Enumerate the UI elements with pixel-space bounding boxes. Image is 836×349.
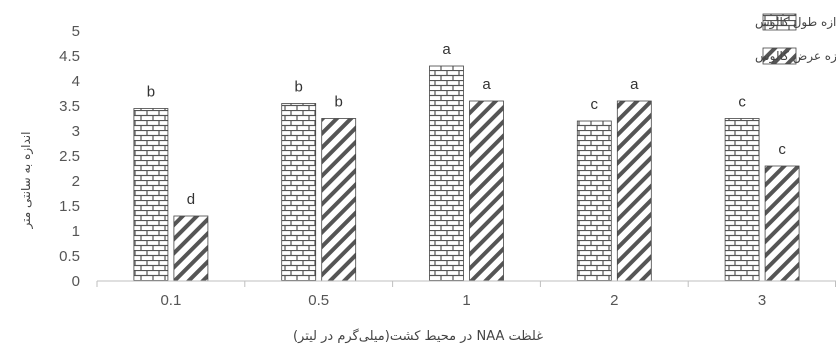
bar-length-3 <box>576 120 612 282</box>
y-tick-label-3: 1.5 <box>59 198 80 215</box>
y-tick-label-5: 2.5 <box>59 148 80 165</box>
data-label-length-3: c <box>591 96 599 113</box>
bar-width-2 <box>469 100 504 282</box>
y-tick-label-4: 2 <box>72 173 80 190</box>
x-tick-labels: 0.1 0.5 1 2 3 <box>160 292 766 309</box>
data-label-length-4: c <box>738 94 746 111</box>
x-axis-label: غلظت NAA در محیط کشت(میلی‌گرم در لیتر) <box>293 328 543 344</box>
legend-swatch-length <box>762 13 797 31</box>
legend-swatch-width <box>762 47 797 65</box>
bar-length-4 <box>724 118 760 282</box>
legend-label-width: اندازه عرض کالوس <box>755 49 836 64</box>
y-tick-labels: 0 0.5 1 1.5 2 2.5 3 3.5 4 4.5 5 <box>59 23 80 290</box>
y-axis-label: اندازه به سانتی متر <box>19 132 34 230</box>
bar-length-2 <box>429 65 464 282</box>
y-tick-label-9: 4.5 <box>59 48 80 65</box>
bar-length-1 <box>281 103 317 282</box>
data-label-width-0: d <box>187 191 195 208</box>
bar-width-1 <box>321 118 357 282</box>
x-tick-label-2: 1 <box>462 292 470 309</box>
legend-label-length: اندازه طول کالوس <box>755 15 836 30</box>
data-label-width-3: a <box>630 76 639 93</box>
y-tick-label-1: 0.5 <box>59 248 80 265</box>
data-label-width-2: a <box>482 76 491 93</box>
legend: اندازه طول کالوس اندازه عرض کالوس <box>755 13 836 65</box>
y-tick-label-0: 0 <box>72 273 80 290</box>
data-label-length-1: b <box>295 79 303 96</box>
y-tick-label-6: 3 <box>72 123 80 140</box>
data-labels: b b a c c d b a a c <box>147 41 787 208</box>
x-tick-label-3: 2 <box>610 292 618 309</box>
y-tick-label-10: 5 <box>72 23 80 40</box>
bar-width-3 <box>616 100 652 282</box>
data-label-length-0: b <box>147 84 155 101</box>
bar-width-0 <box>173 215 209 282</box>
bar-length-0 <box>133 108 169 282</box>
bars <box>133 65 800 282</box>
y-tick-label-8: 4 <box>72 73 80 90</box>
data-label-width-4: c <box>778 141 786 158</box>
data-label-width-1: b <box>335 94 343 111</box>
x-axis-ticks <box>96 281 836 287</box>
y-tick-label-2: 1 <box>72 223 80 240</box>
x-tick-label-1: 0.5 <box>308 292 329 309</box>
bar-width-4 <box>764 165 800 282</box>
y-tick-label-7: 3.5 <box>59 98 80 115</box>
x-tick-label-0: 0.1 <box>160 292 181 309</box>
x-tick-label-4: 3 <box>758 292 766 309</box>
data-label-length-2: a <box>442 41 451 58</box>
